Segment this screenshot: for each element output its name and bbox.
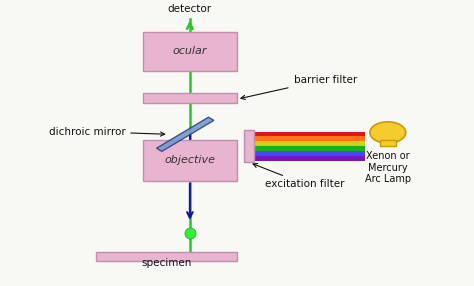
Bar [255, 132, 365, 136]
Bar [380, 140, 396, 146]
Text: objective: objective [164, 155, 215, 165]
Bar [143, 93, 237, 104]
Bar [96, 252, 237, 261]
Bar [255, 151, 365, 156]
Text: barrier filter: barrier filter [241, 75, 357, 100]
Text: excitation filter: excitation filter [253, 164, 345, 189]
Bar [255, 156, 365, 161]
Bar [143, 140, 237, 181]
Text: ocular: ocular [173, 46, 207, 56]
Bar [244, 130, 255, 162]
Text: Xenon or
Mercury
Arc Lamp: Xenon or Mercury Arc Lamp [365, 151, 411, 184]
Text: detector: detector [168, 3, 212, 13]
Bar [255, 146, 365, 151]
Text: dichroic mirror: dichroic mirror [48, 126, 164, 136]
Polygon shape [156, 117, 214, 151]
Circle shape [370, 122, 406, 143]
Bar [143, 32, 237, 71]
Text: specimen: specimen [141, 258, 191, 268]
Bar [255, 136, 365, 141]
Bar [255, 141, 365, 146]
